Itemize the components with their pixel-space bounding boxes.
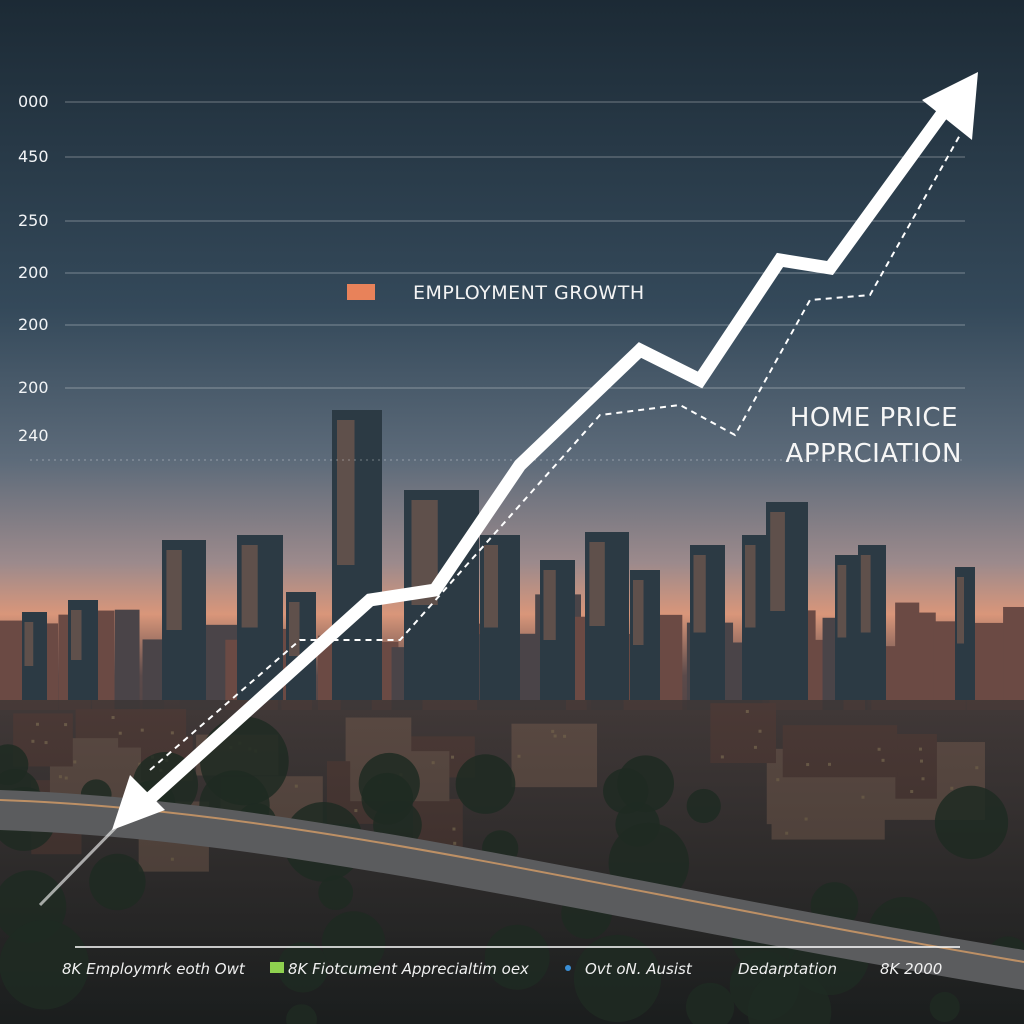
tree [603, 768, 649, 814]
y-tick-label: 200 [18, 263, 49, 282]
tree [686, 788, 721, 824]
building [1003, 606, 1024, 710]
tower-reflection [24, 622, 34, 666]
tree [929, 991, 960, 1023]
tower-reflection [241, 545, 258, 628]
arrow-shaft [38, 813, 130, 907]
highway [0, 790, 1024, 990]
footer-swatch [565, 965, 571, 971]
annotation: HOME PRICE [790, 403, 958, 433]
tree [484, 924, 550, 990]
arrow-head [922, 72, 978, 140]
annotation: APPRCIATION [786, 439, 962, 469]
tower [630, 570, 660, 700]
grid [30, 101, 965, 461]
y-tick-label: 450 [18, 147, 49, 166]
tree [685, 982, 735, 1024]
tower-reflection [71, 610, 82, 660]
tower [68, 600, 98, 700]
footer-label: 8K Employmrk eoth Owt [62, 960, 246, 978]
tree [286, 1004, 317, 1024]
tower-reflection [289, 602, 300, 656]
footer-label: 8K Fiotcument Apprecialtim oex [288, 960, 529, 978]
building [142, 639, 165, 710]
tower-reflection [589, 542, 605, 626]
tree [455, 754, 516, 814]
tower-reflection [860, 555, 871, 633]
tower-reflection [770, 512, 785, 611]
tower [858, 545, 886, 700]
tower-reflection [166, 550, 182, 630]
tower-reflection [693, 555, 706, 633]
y-tick-label: 200 [18, 315, 49, 334]
tower [332, 410, 382, 700]
building [114, 609, 140, 710]
tower-reflection [543, 570, 556, 640]
legend-swatch [347, 284, 375, 300]
tower-reflection [484, 545, 498, 628]
tree [573, 934, 662, 1023]
tree [0, 920, 89, 1010]
y-tick-label: 200 [18, 378, 49, 397]
tower-reflection [633, 580, 644, 645]
y-tick-label: 250 [18, 211, 49, 230]
legend-label: EMPLOYMENT GROWTH [413, 282, 645, 304]
building [804, 639, 826, 710]
tower-reflection [957, 577, 964, 644]
tree [321, 911, 386, 975]
tree [277, 941, 329, 993]
tower-reflection [837, 565, 847, 638]
tower [585, 532, 629, 700]
footer-swatch [270, 962, 284, 973]
y-axis: 000 450 250 200 200 200 240 [18, 92, 49, 445]
y-tick-label: 000 [18, 92, 49, 111]
tower [835, 555, 860, 700]
tower [162, 540, 206, 700]
tower [955, 567, 975, 700]
tree [89, 853, 146, 911]
tower-reflection [745, 545, 756, 628]
tree [318, 875, 354, 911]
tower [766, 502, 808, 700]
tower [690, 545, 725, 700]
footer-label: Dedarptation [738, 960, 837, 978]
tree [934, 785, 1009, 860]
tower [237, 535, 283, 700]
growth-arrow [130, 106, 951, 817]
building [913, 612, 936, 710]
tower-reflection [337, 420, 355, 565]
tower [480, 535, 520, 700]
tower [22, 612, 47, 700]
tree [361, 772, 414, 825]
footer-label: Ovt oN. Ausist [585, 960, 693, 978]
tower [540, 560, 575, 700]
y-tick-label: 240 [18, 426, 49, 445]
footer-label: 8K 2000 [880, 960, 942, 978]
